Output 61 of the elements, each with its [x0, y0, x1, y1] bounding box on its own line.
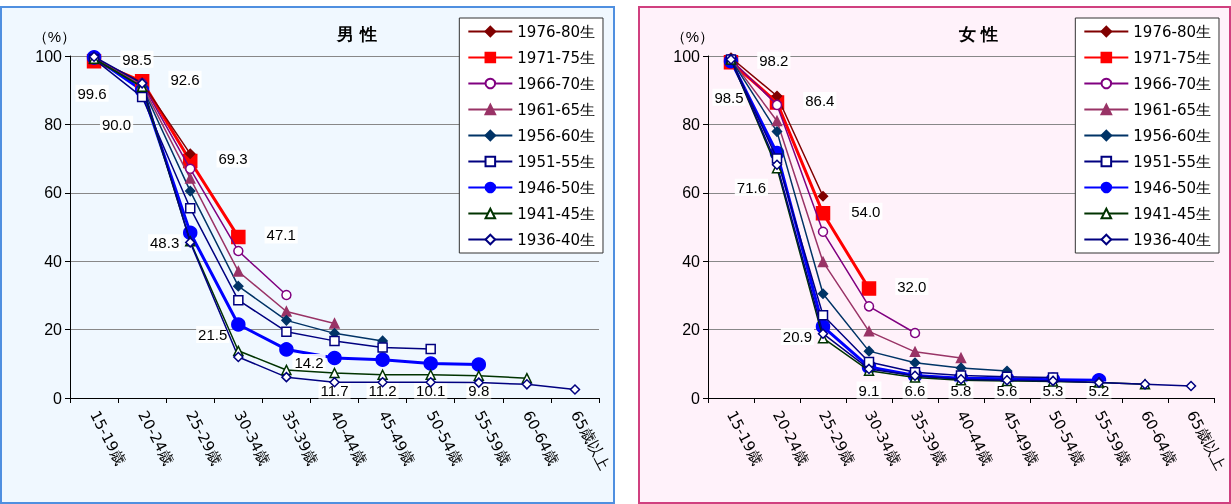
data-label: 6.6: [904, 381, 926, 399]
x-tick-label: 65歳以上: [1183, 407, 1230, 473]
legend-label: 1941-45生: [1133, 204, 1212, 223]
y-tick-label: 40: [44, 252, 63, 270]
legend-label: 1951-55生: [1133, 152, 1212, 171]
data-label: 20.9: [782, 328, 812, 346]
y-tick-label: 20: [682, 321, 701, 339]
y-tick-label: 60: [682, 184, 701, 202]
data-label: 98.5: [122, 50, 152, 68]
data-label: 99.6: [77, 84, 107, 102]
legend-label: 1971-75生: [517, 48, 596, 67]
data-label: 5.3: [1042, 381, 1064, 399]
y-axis-title: （%）: [670, 28, 714, 45]
data-label: 32.0: [897, 278, 927, 296]
y-tick-label: 40: [682, 252, 701, 270]
legend-label: 1961-65生: [1133, 100, 1212, 119]
legend-label: 1936-40生: [517, 230, 596, 249]
y-tick-label: 0: [53, 389, 63, 407]
chart-title: 男 性: [336, 23, 377, 44]
data-label: 71.6: [736, 178, 766, 196]
legend-label: 1941-45生: [517, 204, 596, 223]
legend-label: 1946-50生: [517, 178, 596, 197]
data-label: 86.4: [805, 92, 835, 110]
legend-label: 1966-70生: [517, 74, 596, 93]
data-label: 92.6: [170, 70, 200, 88]
x-tick-label: 65歳以上: [567, 407, 613, 473]
data-label: 14.2: [294, 353, 324, 371]
legend-label: 1956-60生: [517, 126, 596, 145]
data-label: 54.0: [851, 202, 881, 220]
y-axis-title: （%）: [32, 28, 76, 45]
legend-label: 1976-80生: [1133, 22, 1212, 41]
data-label: 21.5: [198, 325, 228, 343]
data-label: 9.8: [468, 381, 490, 399]
data-label: 48.3: [150, 234, 180, 252]
data-label: 47.1: [266, 226, 296, 244]
data-label: 69.3: [218, 150, 248, 168]
data-label: 90.0: [101, 115, 132, 133]
y-tick-label: 0: [691, 389, 701, 407]
legend-label: 1961-65生: [517, 100, 596, 119]
data-label: 11.2: [368, 381, 397, 399]
data-label: 11.7: [320, 381, 349, 399]
y-tick-label: 100: [673, 47, 701, 65]
data-label: 10.1: [416, 381, 446, 399]
y-tick-label: 80: [682, 115, 701, 133]
legend-label: 1976-80生: [517, 22, 596, 41]
y-tick-label: 60: [44, 184, 63, 202]
legend-label: 1951-55生: [517, 152, 596, 171]
y-tick-label: 80: [44, 115, 63, 133]
legend-label: 1946-50生: [1133, 178, 1212, 197]
data-label: 98.2: [759, 51, 789, 69]
data-label: 9.1: [858, 381, 880, 399]
legend-label: 1971-75生: [1133, 48, 1212, 67]
chart-title: 女 性: [957, 23, 999, 44]
y-tick-label: 20: [44, 321, 63, 339]
y-tick-label: 100: [35, 47, 63, 65]
data-label: 5.8: [950, 381, 972, 399]
data-label: 5.6: [996, 381, 1018, 399]
data-label: 98.5: [714, 88, 744, 106]
legend-label: 1966-70生: [1133, 74, 1212, 93]
legend-label: 1936-40生: [1133, 230, 1212, 249]
legend-label: 1956-60生: [1133, 126, 1212, 145]
